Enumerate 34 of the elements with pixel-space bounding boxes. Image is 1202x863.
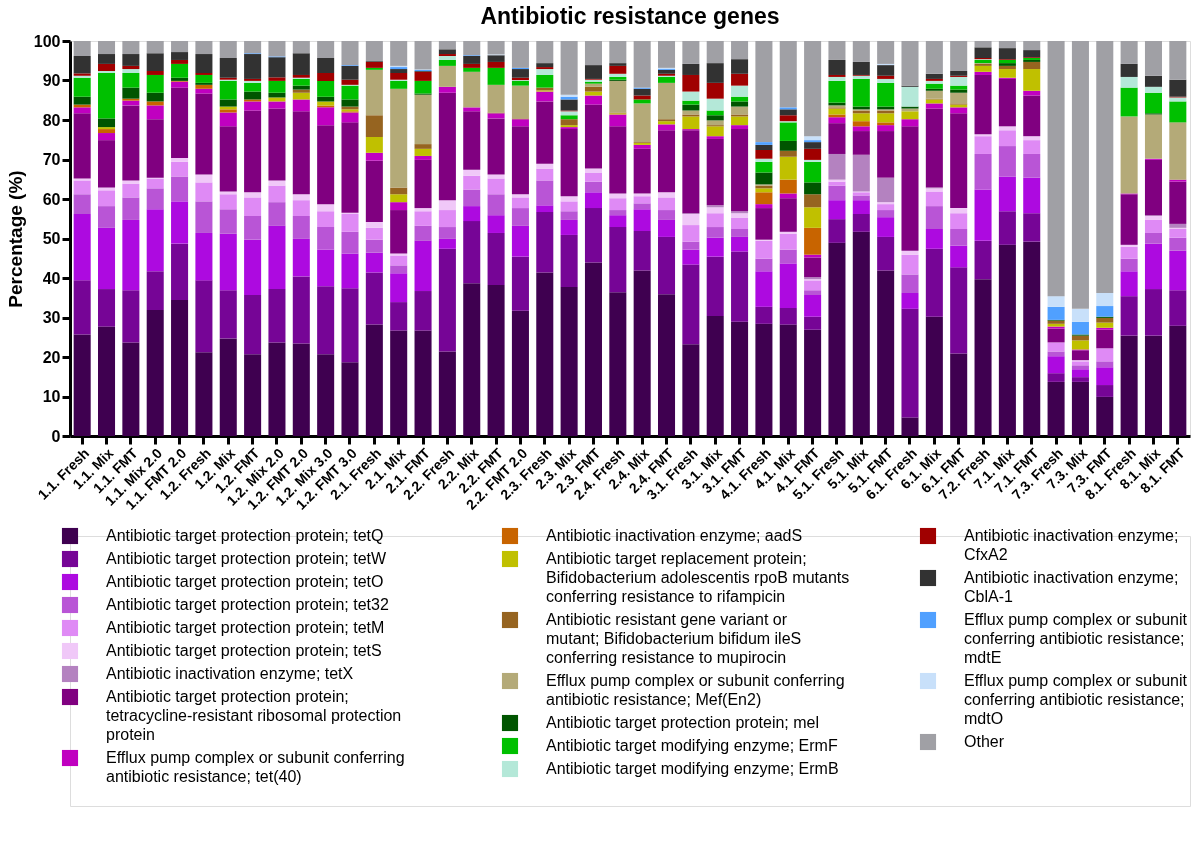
- legend-label: Antibiotic resistant gene variant or mutant; Bifidobacterium bifidum ileS conferring resistance to mupirocin: [546, 611, 802, 666]
- y-tick-label: 30: [42, 309, 61, 326]
- y-axis-title: Percentage (%): [4, 170, 26, 308]
- legend-label: Antibiotic target modifying enzyme; ErmB: [546, 760, 839, 777]
- y-tick-label: 10: [42, 388, 61, 405]
- y-tick-label: 100: [33, 32, 61, 50]
- y-tick-label: 50: [42, 230, 61, 247]
- y-tick-label: 60: [42, 190, 61, 208]
- y-tick-label: 20: [42, 348, 61, 366]
- legend-label: Antibiotic target protection protein; tetM: [106, 619, 385, 636]
- y-tick-label: 0: [51, 427, 61, 445]
- legend-label: Antibiotic inactivation enzyme; aadS: [546, 527, 803, 544]
- legend-label: Antibiotic inactivation enzyme; CblA-1: [964, 569, 1179, 605]
- legend-label: Antibiotic target protection protein; tetQ: [106, 527, 384, 544]
- legend-label: Antibiotic target protection protein; tetracycline-resistant ribosomal protection protein: [106, 688, 402, 743]
- legend-label: Antibiotic target modifying enzyme; ErmF: [546, 737, 838, 754]
- legend-label: Antibiotic inactivation enzyme; CfxA2: [964, 527, 1179, 563]
- legend-label: Other: [964, 733, 1005, 750]
- legend-label: Efflux pump complex or subunit conferring antibiotic resistance; Mef(En2): [546, 672, 845, 708]
- y-tick-label: 80: [42, 111, 61, 129]
- legend-label: Antibiotic target protection protein; mel: [546, 714, 820, 731]
- y-tick-label: 90: [42, 72, 61, 89]
- legend-label: Antibiotic target protection protein; tetO: [106, 573, 384, 590]
- y-tick-label: 40: [42, 269, 61, 287]
- legend-label: Antibiotic target protection protein; tetS: [106, 642, 382, 659]
- chart-title: Antibiotic resistance genes: [480, 3, 780, 29]
- y-tick-label: 70: [42, 151, 61, 168]
- legend-label: Antibiotic inactivation enzyme; tetX: [106, 665, 354, 682]
- legend-label: Antibiotic target protection protein; tetW: [106, 550, 388, 567]
- legend-label: Efflux pump complex or subunit conferring antibiotic resistance; mdtE: [964, 611, 1188, 666]
- legend-label: Efflux pump complex or subunit conferring antibiotic resistance; tet(40): [106, 749, 405, 785]
- legend-label: Efflux pump complex or subunit conferring antibiotic resistance; mdtO: [964, 672, 1188, 727]
- legend-label: Antibiotic target replacement protein; Bifidobacterium adolescentis rpoB mutants conferring resistance to rifampicin: [546, 550, 850, 605]
- legend-label: Antibiotic target protection protein; tet32: [106, 596, 389, 613]
